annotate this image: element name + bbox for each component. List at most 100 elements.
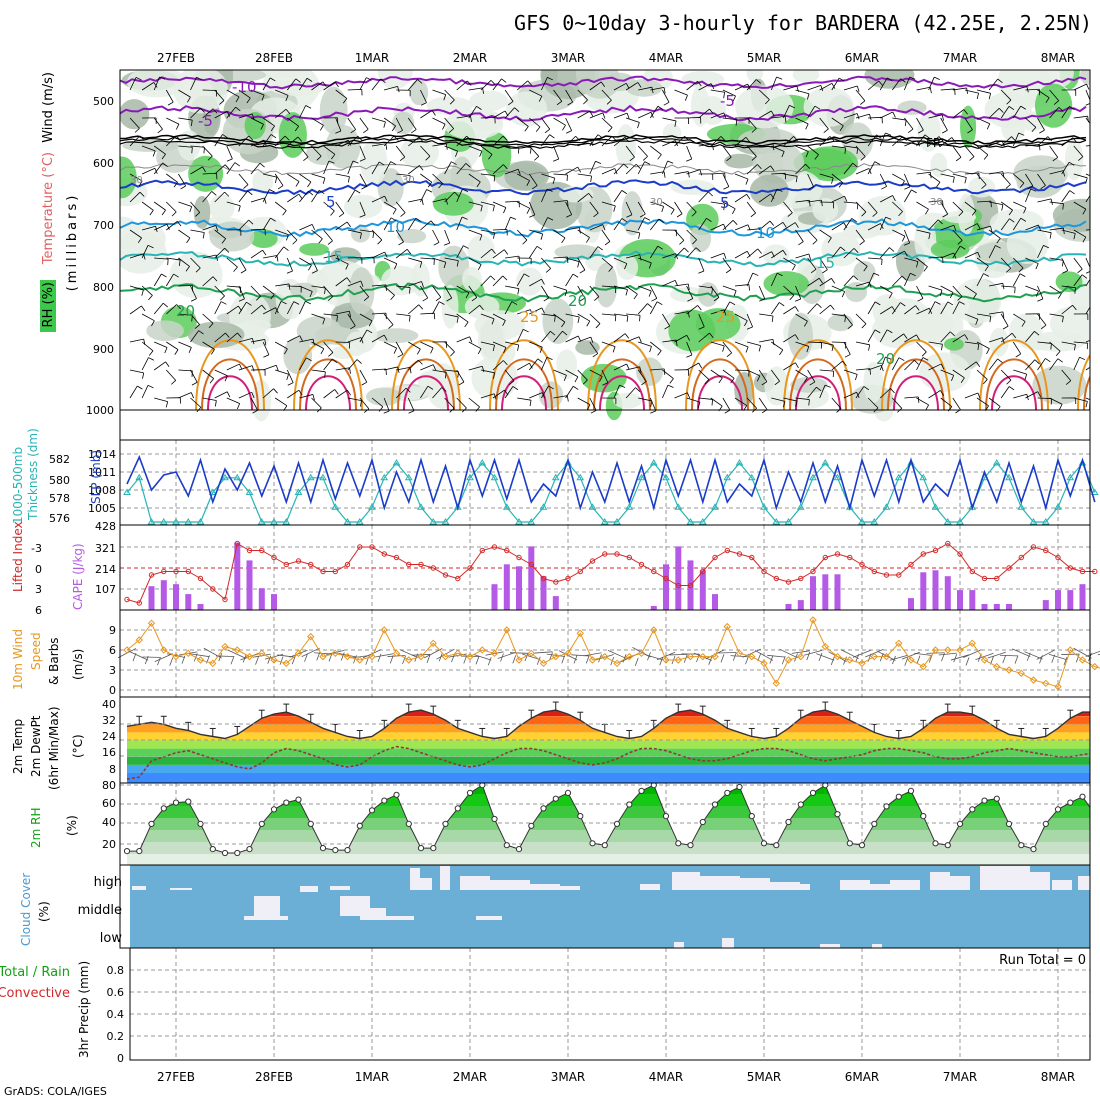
- wind-barb: [517, 147, 520, 154]
- wind-barb: [153, 162, 164, 175]
- wind-barb: [129, 135, 141, 147]
- wind-barb: [1082, 208, 1087, 215]
- rh-blob: [556, 349, 577, 380]
- wind-barb: [625, 285, 638, 295]
- cloud-gap: [490, 880, 530, 890]
- wind-barb: [847, 324, 853, 330]
- rh-blob: [863, 362, 884, 404]
- wind-barb: [444, 341, 455, 353]
- wind-barb: [1025, 331, 1035, 343]
- wind-barb: [619, 384, 626, 388]
- rh-point: [650, 783, 657, 789]
- wind-barb: [771, 249, 784, 259]
- rh-blob: [681, 71, 725, 88]
- wind-barb: [299, 105, 307, 119]
- thickness-tick: 578: [49, 492, 70, 505]
- isotherm: [795, 375, 841, 411]
- wind-barb: [141, 167, 156, 175]
- wind-barb: [418, 304, 424, 310]
- wind-barb: [938, 652, 957, 656]
- wind-barb: [408, 359, 419, 371]
- wind-barb: [625, 387, 636, 399]
- cape-bar: [491, 584, 498, 610]
- thickness-point: [417, 503, 425, 510]
- wind-barb: [377, 239, 383, 245]
- wind-barb: [395, 248, 408, 259]
- wind-barb: [347, 313, 356, 327]
- wind-barb: [710, 136, 722, 147]
- wind-barb: [378, 161, 385, 166]
- wind-barb: [879, 388, 891, 399]
- rh-blob: [763, 271, 810, 297]
- wind-barb: [805, 163, 810, 169]
- wind-barb: [409, 175, 411, 182]
- wind-barb: [916, 201, 929, 210]
- rh-point: [736, 783, 743, 791]
- wind-barb: [1085, 257, 1090, 269]
- wind-barb: [456, 397, 467, 409]
- wind-barb: [238, 257, 247, 271]
- wind-barb: [426, 654, 431, 663]
- contour-label: 5: [326, 193, 336, 211]
- wind-barb: [745, 178, 749, 185]
- wind-barb: [625, 289, 628, 296]
- wind-barb: [408, 281, 422, 287]
- axis-label-millibars: (millibars): [65, 193, 80, 292]
- wind-barb: [892, 173, 905, 182]
- contour-label: 30: [930, 197, 943, 208]
- rh-blob: [381, 265, 422, 296]
- wind-barb: [795, 89, 810, 95]
- wind-barb: [475, 656, 480, 665]
- wind-barb: [779, 302, 785, 307]
- cape-bar: [663, 564, 669, 610]
- rh-point: [221, 849, 229, 857]
- wind-barb: [623, 163, 629, 169]
- isotherm: [783, 339, 853, 411]
- wind-barb: [308, 264, 312, 271]
- axis-label-barbs: & Barbs: [47, 637, 61, 685]
- wind-barb: [732, 95, 736, 102]
- wind-barb: [226, 162, 236, 175]
- wind-barb: [746, 117, 757, 129]
- wind-barb: [360, 280, 364, 287]
- wind-barb: [408, 165, 420, 175]
- wind-barb: [523, 328, 529, 333]
- wind-barb: [904, 359, 915, 371]
- wind-speed-point: [748, 652, 756, 661]
- wind-barb: [247, 190, 253, 196]
- wind-barb: [816, 386, 822, 392]
- wind-barb: [417, 79, 423, 84]
- thickness-point: [1090, 488, 1099, 495]
- wind-barb: [908, 128, 914, 134]
- thickness-point: [796, 503, 805, 510]
- isotherm: [207, 375, 253, 411]
- wind-barb: [904, 250, 908, 257]
- wind-barb: [691, 211, 697, 217]
- wind-barb: [601, 135, 613, 147]
- rh-point: [258, 820, 265, 828]
- wind-barb: [988, 245, 996, 259]
- wind-barb: [577, 397, 591, 406]
- wind-barb: [505, 285, 519, 289]
- wind-barb: [746, 313, 753, 328]
- wind-barb: [383, 117, 396, 127]
- wind-barb: [214, 400, 217, 407]
- wind-barb: [347, 88, 362, 91]
- wind-barb: [493, 175, 496, 182]
- rh-blob: [595, 262, 618, 308]
- wind-barb: [468, 285, 478, 298]
- wind-barb: [626, 229, 640, 234]
- wind-barb: [583, 652, 602, 657]
- wind-barb: [311, 173, 326, 179]
- wind-barb: [639, 366, 642, 373]
- wind-barb: [573, 655, 578, 664]
- wind-barb: [529, 214, 535, 218]
- wind-barb: [759, 313, 774, 317]
- precip-tick: 0: [117, 1052, 124, 1065]
- wind-barb: [255, 656, 259, 665]
- wind-barb: [166, 304, 177, 315]
- wind-barb: [674, 280, 678, 286]
- wind-barb: [260, 124, 264, 130]
- wind-barb: [795, 369, 808, 378]
